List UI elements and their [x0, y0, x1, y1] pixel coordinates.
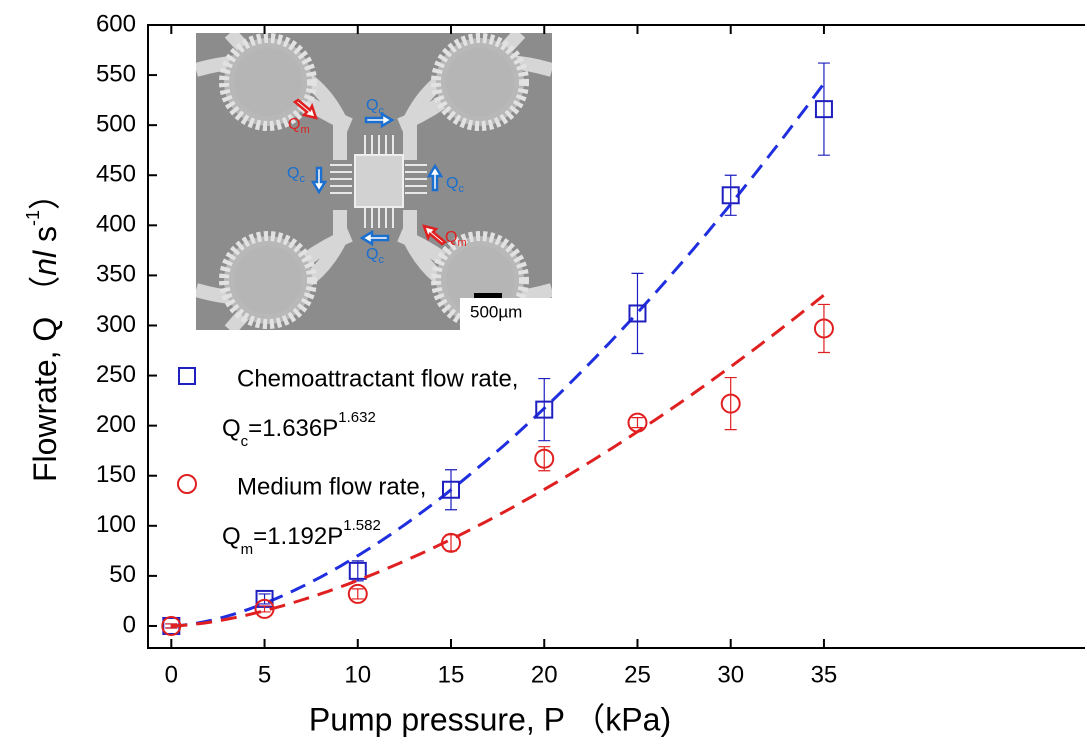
- fit-equation: Qc=1.636P1.632: [222, 409, 376, 450]
- inset-label-sub: m: [300, 124, 309, 136]
- marker-square: [814, 100, 833, 119]
- y-axis-label: Flowrate, Q （nl s-1）: [23, 178, 64, 482]
- x-tick-label: 10: [344, 661, 371, 688]
- marker-circle: [347, 583, 368, 604]
- y-tick-label: 100: [96, 511, 136, 538]
- inset-label-sub: c: [299, 173, 305, 185]
- y-tick-label: 450: [96, 161, 136, 188]
- scale-bar-label: 500µm: [470, 302, 522, 321]
- marker-circle: [534, 448, 555, 469]
- marker-square: [348, 561, 367, 580]
- fit-subscript: m: [241, 541, 254, 558]
- inset-label-sub: c: [378, 105, 384, 117]
- marker-circle: [627, 412, 648, 433]
- inset-label-text: Q: [366, 97, 378, 114]
- marker-square: [628, 304, 647, 323]
- inset-label-text: Q: [366, 246, 378, 263]
- x-tick-label: 35: [811, 661, 838, 688]
- inset-label-sub: c: [378, 254, 384, 266]
- inset-label-text: Q: [287, 165, 299, 182]
- y-axis-label-part: -1: [23, 210, 43, 226]
- x-axis-label: Pump pressure, P （kPa): [309, 701, 671, 737]
- y-axis-label-part: nl: [27, 250, 63, 276]
- fit-curve: [171, 82, 826, 628]
- y-tick-label: 200: [96, 411, 136, 438]
- legend-marker: [178, 367, 196, 385]
- inset-label: Qc: [287, 165, 305, 185]
- y-tick-label: 600: [96, 10, 136, 37]
- error-bar: [538, 377, 551, 442]
- fit-symbol: Q: [222, 523, 241, 550]
- inset-label: Qm: [445, 229, 467, 249]
- marker-square: [535, 400, 554, 419]
- marker-circle: [254, 598, 275, 619]
- error-bar: [445, 469, 458, 511]
- y-tick-label: 300: [96, 311, 136, 338]
- marker-circle: [813, 318, 834, 339]
- y-axis-label-part: s: [27, 226, 63, 251]
- inset-label-sub: c: [458, 183, 464, 195]
- fit-curve: [171, 293, 825, 628]
- fit-superscript: 1.632: [338, 409, 376, 426]
- x-tick-label: 20: [531, 661, 558, 688]
- y-axis-label-part: Flowrate, Q （: [27, 276, 63, 482]
- inset-label: Qc: [446, 175, 464, 195]
- fit-superscript: 1.582: [343, 517, 381, 534]
- y-tick-label: 350: [96, 261, 136, 288]
- y-axis-label-part: ）: [27, 178, 63, 210]
- y-tick-label: 550: [96, 60, 136, 87]
- x-tick-label: 5: [258, 661, 271, 688]
- legend-marker: [177, 474, 197, 494]
- error-bar: [724, 174, 737, 216]
- fit-equals: =1.636P: [248, 415, 338, 442]
- marker-circle: [720, 393, 741, 414]
- error-bar: [724, 376, 737, 431]
- inset-image: [196, 33, 552, 330]
- y-tick-label: 50: [109, 561, 136, 588]
- error-bar: [165, 623, 178, 629]
- x-tick-label: 30: [717, 661, 744, 688]
- error-bar: [631, 272, 644, 355]
- marker-square: [721, 186, 740, 205]
- axes-frame: [147, 24, 1085, 649]
- y-tick-label: 150: [96, 461, 136, 488]
- x-tick-label: 15: [438, 661, 465, 688]
- inset-label-text: Q: [446, 175, 458, 192]
- fit-symbol: Q: [222, 415, 241, 442]
- fit-subscript: c: [241, 433, 249, 450]
- error-bar: [351, 588, 364, 600]
- inset-label-text: Q: [445, 229, 457, 246]
- fit-equals: =1.192P: [253, 523, 343, 550]
- inset-label: Qc: [366, 246, 384, 266]
- x-tick-label: 0: [165, 661, 178, 688]
- marker-circle: [441, 532, 462, 553]
- marker-square: [442, 480, 461, 499]
- y-tick-label: 0: [123, 611, 136, 638]
- inset-label: Qm: [288, 116, 310, 136]
- error-bar: [817, 62, 830, 156]
- error-bar: [817, 303, 830, 354]
- error-bar: [258, 605, 271, 613]
- inset-label-text: Q: [288, 116, 300, 133]
- inset-label: Qc: [366, 97, 384, 117]
- legend-label: Chemoattractant flow rate,: [237, 365, 518, 392]
- marker-circle: [161, 615, 182, 636]
- y-tick-label: 500: [96, 111, 136, 138]
- error-bar: [631, 417, 644, 429]
- error-bar: [258, 593, 271, 605]
- fit-equation: Qm=1.192P1.582: [222, 517, 381, 558]
- legend-label: Medium flow rate,: [237, 473, 426, 500]
- y-tick-label: 250: [96, 361, 136, 388]
- y-tick-label: 400: [96, 211, 136, 238]
- inset-label-sub: m: [457, 237, 466, 249]
- x-tick-label: 25: [624, 661, 651, 688]
